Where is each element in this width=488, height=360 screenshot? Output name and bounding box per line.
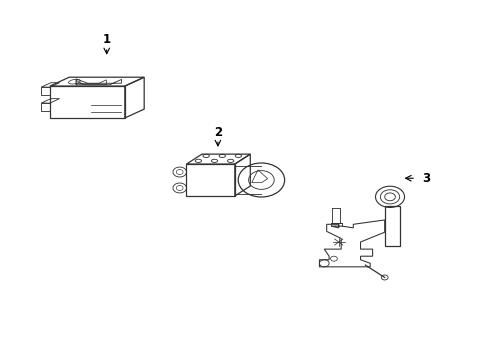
Text: 1: 1 [102,33,111,46]
Text: 2: 2 [213,126,222,139]
Text: 3: 3 [421,172,429,185]
Bar [384,206,399,247]
